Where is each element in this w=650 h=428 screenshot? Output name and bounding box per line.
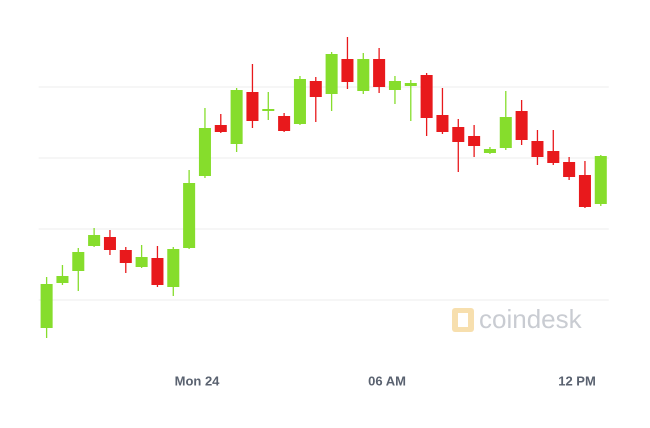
candle-body xyxy=(72,252,85,271)
candle-body xyxy=(388,81,401,90)
candle-body xyxy=(309,81,322,97)
candle-body xyxy=(230,90,243,144)
candle-body xyxy=(452,127,465,142)
candle-body xyxy=(151,258,164,285)
x-tick-label: Mon 24 xyxy=(175,373,221,388)
candle-body xyxy=(436,115,449,132)
candle-body xyxy=(547,151,560,163)
watermark: coindesk xyxy=(479,304,583,334)
watermark-logo xyxy=(452,308,474,332)
candle-body xyxy=(420,75,433,118)
candle-body xyxy=(119,250,132,263)
candle-body xyxy=(183,183,196,248)
candle-body xyxy=(531,141,544,157)
candle-body xyxy=(325,54,338,94)
candle-body xyxy=(88,235,101,246)
logo-icon-inner xyxy=(458,313,468,327)
candle-body xyxy=(404,83,417,86)
candle-body xyxy=(515,111,528,140)
candle-body xyxy=(578,175,591,207)
candle-body xyxy=(56,276,69,283)
x-tick-label: 06 AM xyxy=(368,373,406,388)
candle-body xyxy=(262,109,275,111)
candle-body xyxy=(357,59,370,91)
candle-body xyxy=(246,92,259,121)
x-tick-label: 12 PM xyxy=(558,373,596,388)
candle-body xyxy=(135,257,148,267)
x-axis: Mon 24 06 AM 12 PM xyxy=(175,373,596,388)
candle-body xyxy=(341,59,354,82)
candles xyxy=(40,37,607,338)
candle-body xyxy=(373,59,386,87)
candle-body xyxy=(293,79,306,124)
candle-body xyxy=(483,149,496,153)
candle-body xyxy=(278,116,291,131)
candle-body xyxy=(563,162,576,177)
grid xyxy=(38,86,609,301)
candle-body xyxy=(198,128,211,176)
candle-body xyxy=(103,237,116,250)
candle-body xyxy=(40,284,53,328)
candle-body xyxy=(167,249,180,287)
candle-body xyxy=(499,117,512,148)
candle-body xyxy=(214,125,227,132)
candle-body xyxy=(594,156,607,204)
candle-body xyxy=(468,136,481,146)
